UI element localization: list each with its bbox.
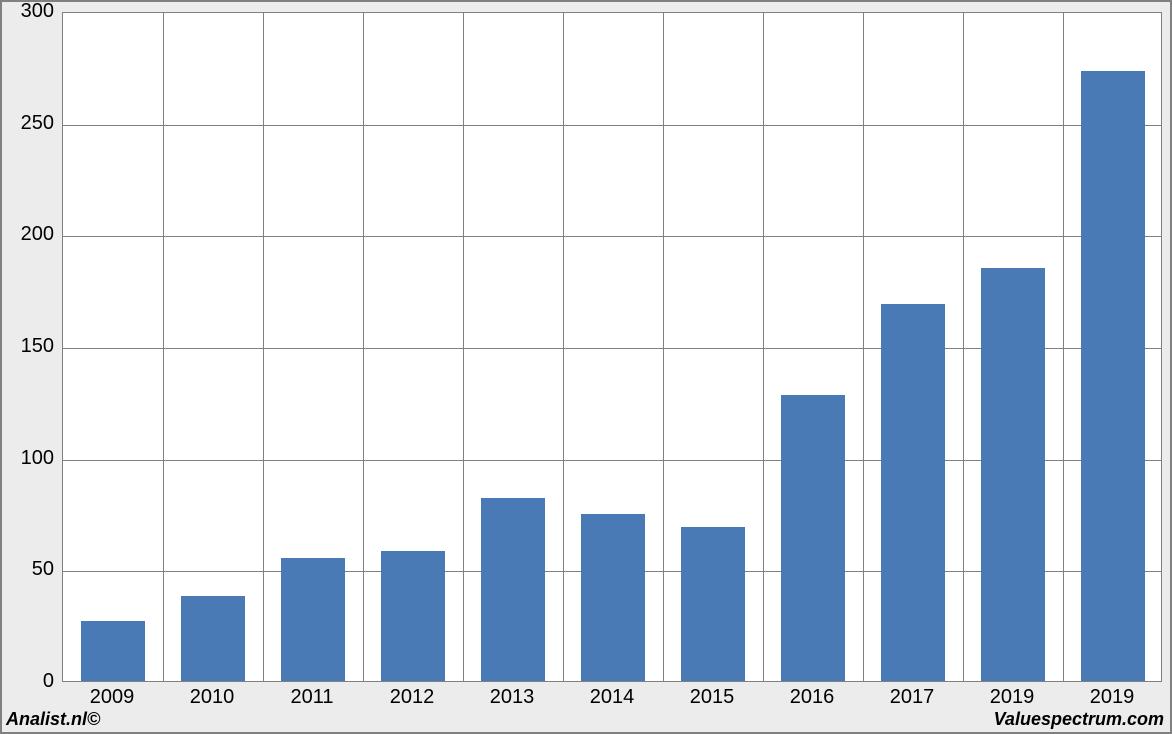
y-tick-label: 200: [2, 223, 54, 246]
bar: [381, 551, 445, 681]
footer-right-credit: Valuespectrum.com: [994, 709, 1164, 730]
y-tick-label: 100: [2, 447, 54, 470]
bar: [481, 498, 545, 681]
bar: [81, 621, 145, 681]
x-tick-label: 2019: [962, 686, 1062, 709]
gridline-vertical: [663, 13, 664, 681]
x-tick-label: 2013: [462, 686, 562, 709]
gridline-vertical: [563, 13, 564, 681]
x-tick-label: 2019: [1062, 686, 1162, 709]
bar: [681, 527, 745, 681]
bar: [781, 395, 845, 681]
bar: [581, 514, 645, 682]
gridline-vertical: [863, 13, 864, 681]
x-tick-label: 2011: [262, 686, 362, 709]
y-tick-label: 0: [2, 670, 54, 693]
y-tick-label: 150: [2, 335, 54, 358]
bar: [881, 304, 945, 681]
gridline-vertical: [463, 13, 464, 681]
gridline-vertical: [1063, 13, 1064, 681]
x-tick-label: 2012: [362, 686, 462, 709]
bar: [981, 268, 1045, 681]
bar: [1081, 71, 1145, 681]
y-tick-label: 250: [2, 112, 54, 135]
x-tick-label: 2015: [662, 686, 762, 709]
x-tick-label: 2016: [762, 686, 862, 709]
chart-frame: 050100150200250300 200920102011201220132…: [0, 0, 1172, 734]
x-tick-label: 2017: [862, 686, 962, 709]
gridline-vertical: [963, 13, 964, 681]
gridline-vertical: [763, 13, 764, 681]
y-tick-label: 300: [2, 0, 54, 23]
y-tick-label: 50: [2, 558, 54, 581]
x-tick-label: 2014: [562, 686, 662, 709]
gridline-vertical: [163, 13, 164, 681]
x-tick-label: 2010: [162, 686, 262, 709]
bar: [181, 596, 245, 681]
gridline-horizontal: [63, 125, 1161, 126]
x-tick-label: 2009: [62, 686, 162, 709]
footer-left-credit: Analist.nl©: [6, 709, 100, 730]
plot-area: [62, 12, 1162, 682]
gridline-vertical: [263, 13, 264, 681]
gridline-vertical: [363, 13, 364, 681]
gridline-horizontal: [63, 236, 1161, 237]
bar: [281, 558, 345, 681]
